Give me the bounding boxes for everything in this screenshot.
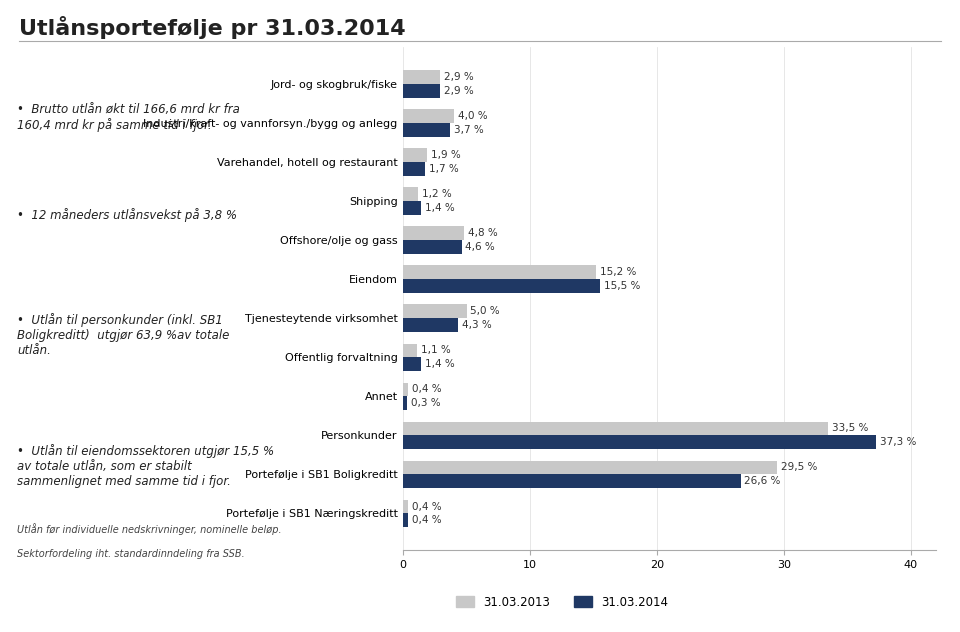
Text: SR-BANK: SR-BANK xyxy=(835,618,878,628)
Bar xyxy=(403,382,408,396)
Bar xyxy=(403,265,596,279)
Bar xyxy=(403,240,462,253)
Text: Sektorfordeling iht. standardinndeling fra SSB.: Sektorfordeling iht. standardinndeling f… xyxy=(17,549,245,559)
Text: •  12 måneders utlånsvekst på 3,8 %: • 12 måneders utlånsvekst på 3,8 % xyxy=(17,208,237,222)
Text: 2,9 %: 2,9 % xyxy=(444,72,473,82)
Text: 26,6 %: 26,6 % xyxy=(744,476,780,486)
Bar xyxy=(403,513,408,527)
Bar xyxy=(403,435,876,449)
Text: Utlån før individuelle nedskrivninger, nominelle beløp.: Utlån før individuelle nedskrivninger, n… xyxy=(17,523,282,535)
Bar xyxy=(403,70,440,84)
Bar xyxy=(403,279,600,293)
Bar xyxy=(403,318,458,332)
Bar xyxy=(403,422,828,435)
Text: 29,5 %: 29,5 % xyxy=(781,463,818,473)
Text: 1,9 %: 1,9 % xyxy=(431,150,461,160)
Bar xyxy=(403,123,450,137)
Bar xyxy=(403,344,418,357)
Text: 1,2 %: 1,2 % xyxy=(422,189,452,199)
Text: 4,8 %: 4,8 % xyxy=(468,228,497,238)
Bar xyxy=(403,187,419,201)
Text: •  Utlån til personkunder (inkl. SB1
Boligkreditt)  utgjør 63,9 %av totale
utlån: • Utlån til personkunder (inkl. SB1 Boli… xyxy=(17,313,229,357)
Bar xyxy=(403,162,424,176)
Bar xyxy=(403,461,778,474)
Bar xyxy=(403,84,440,97)
Text: 0,4 %: 0,4 % xyxy=(412,502,442,511)
Bar xyxy=(403,357,420,371)
Text: 15,5 %: 15,5 % xyxy=(604,281,640,291)
Bar xyxy=(403,226,464,240)
Text: 4,6 %: 4,6 % xyxy=(466,242,495,252)
Text: 1,4 %: 1,4 % xyxy=(424,359,454,369)
Bar xyxy=(403,305,467,318)
Text: SpareBank: SpareBank xyxy=(835,603,902,613)
Text: 0,3 %: 0,3 % xyxy=(411,398,441,408)
Text: 37,3 %: 37,3 % xyxy=(880,437,917,447)
Text: 0,4 %: 0,4 % xyxy=(412,515,442,525)
Text: Side 13: Side 13 xyxy=(14,609,54,619)
Text: 2,9 %: 2,9 % xyxy=(444,86,473,95)
Text: •  Utlån til eiendomssektoren utgjør 15,5 %
av totale utlån, som er stabilt
samm: • Utlån til eiendomssektoren utgjør 15,5… xyxy=(17,444,275,488)
Bar xyxy=(403,474,741,488)
Text: 4,0 %: 4,0 % xyxy=(458,111,488,121)
Text: Utlånsportefølje pr 31.03.2014: Utlånsportefølje pr 31.03.2014 xyxy=(19,16,406,39)
Text: 3,7 %: 3,7 % xyxy=(454,125,484,135)
Bar xyxy=(403,149,427,162)
Bar xyxy=(403,109,454,123)
Bar xyxy=(403,500,408,513)
Bar xyxy=(403,201,420,215)
Text: 33,5 %: 33,5 % xyxy=(832,423,869,434)
Text: 1,1 %: 1,1 % xyxy=(420,345,450,355)
Bar xyxy=(403,396,407,410)
Text: 1,4 %: 1,4 % xyxy=(424,203,454,213)
Text: 0,4 %: 0,4 % xyxy=(412,384,442,394)
Text: 1,7 %: 1,7 % xyxy=(428,164,458,174)
Text: 15,2 %: 15,2 % xyxy=(600,267,636,277)
Text: •  Brutto utlån økt til 166,6 mrd kr fra
160,4 mrd kr på samme tid i fjor.: • Brutto utlån økt til 166,6 mrd kr fra … xyxy=(17,103,240,132)
Text: 4,3 %: 4,3 % xyxy=(462,320,492,330)
Legend: 31.03.2013, 31.03.2014: 31.03.2013, 31.03.2014 xyxy=(452,591,673,614)
Text: 5,0 %: 5,0 % xyxy=(470,307,500,316)
